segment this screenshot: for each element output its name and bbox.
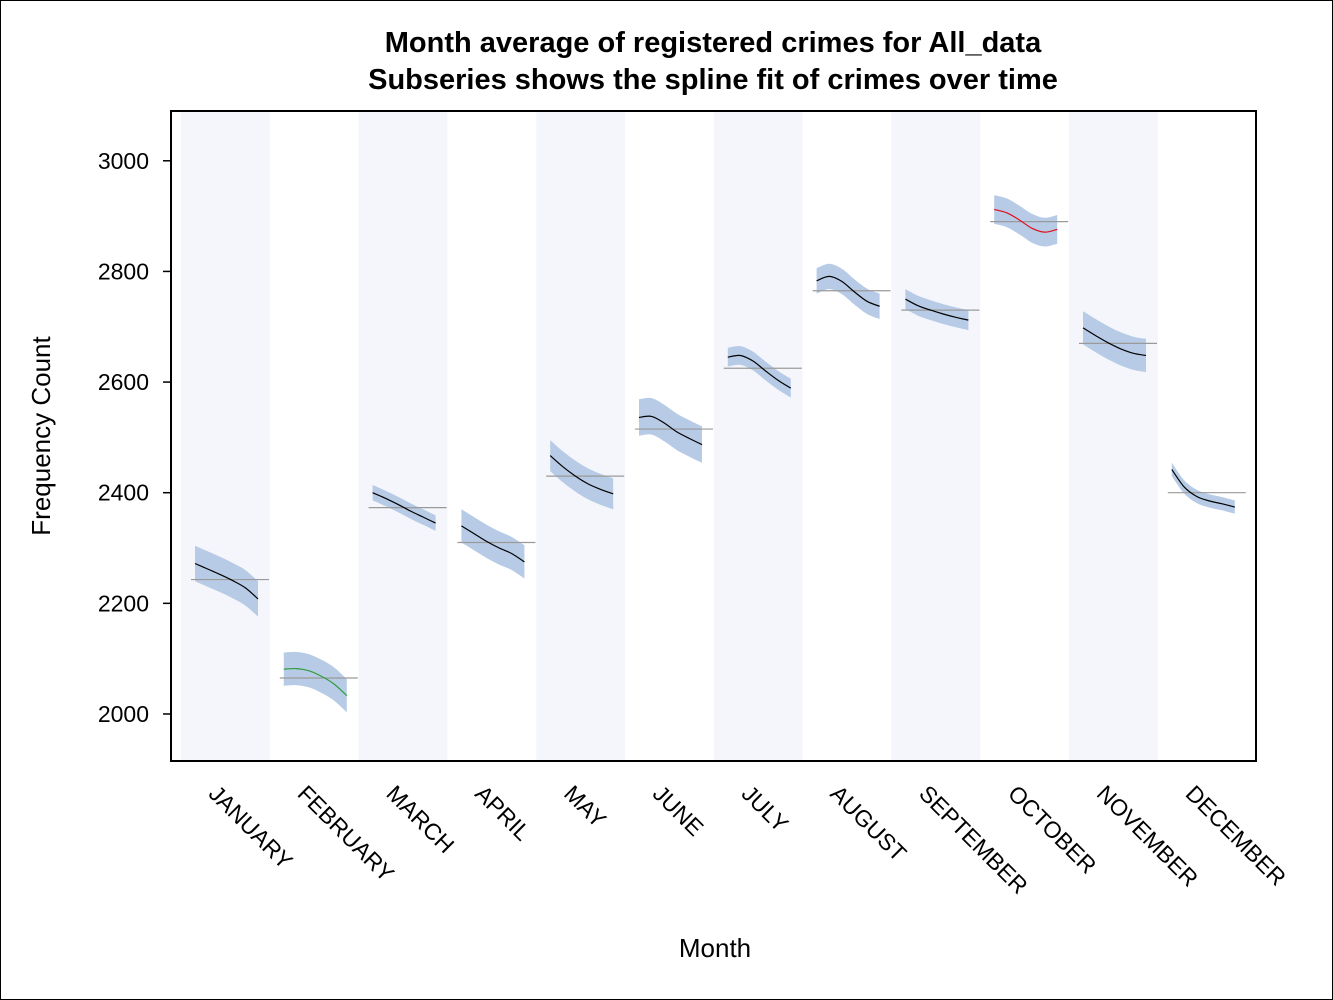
series-november: [1079, 311, 1157, 373]
chart-subtitle: Subseries shows the spline fit of crimes…: [368, 64, 1058, 96]
y-tick-label: 2400: [98, 480, 149, 506]
series-july: [723, 345, 802, 398]
confidence-band: [1171, 462, 1235, 514]
month-band-march: [358, 112, 448, 760]
month-band-january: [181, 112, 270, 760]
spline-fit-line: [1082, 327, 1147, 357]
confidence-band: [195, 545, 258, 617]
plot-area-border: [170, 110, 1257, 762]
month-band-september: [891, 112, 981, 760]
confidence-band: [1083, 311, 1146, 373]
spline-fit-line: [905, 298, 969, 321]
confidence-band: [727, 345, 791, 398]
spline-fit-line: [727, 354, 792, 389]
spline-fit-line: [1171, 469, 1235, 508]
chart-title: Month average of registered crimes for A…: [385, 27, 1042, 59]
confidence-band: [550, 440, 614, 510]
series-august: [812, 263, 891, 319]
y-tick-label: 2600: [98, 369, 149, 395]
x-tick-label: MAY: [559, 780, 611, 832]
y-tick-label: 2000: [98, 701, 149, 727]
y-tick-label: 2800: [98, 258, 149, 284]
spline-fit-line: [816, 275, 880, 307]
y-axis: 2000 2200 2400 2600 2800 3000: [98, 148, 171, 727]
month-band-november: [1069, 112, 1158, 760]
y-tick-label: 2200: [98, 590, 149, 616]
y-tick-label: 3000: [98, 148, 149, 174]
x-tick-label: JUNE: [648, 780, 709, 841]
confidence-band: [283, 651, 347, 713]
spline-fit-line: [994, 208, 1058, 233]
y-axis-label: Frequency Count: [26, 336, 56, 536]
series-june: [635, 397, 713, 463]
spline-fit-line: [549, 455, 614, 495]
series-december: [1167, 462, 1246, 514]
x-tick-label: AUGUST: [825, 780, 911, 866]
series-january: [191, 545, 269, 617]
month-band-may: [536, 112, 625, 760]
spline-fit-line: [194, 562, 259, 600]
month-bands: [181, 112, 1158, 760]
spline-fit-line: [461, 525, 525, 563]
series-april: [457, 509, 536, 579]
x-tick-label: JANUARY: [204, 780, 298, 874]
x-axis-label: Month: [679, 933, 751, 963]
series-september: [901, 289, 980, 331]
spline-fit-line: [283, 667, 348, 697]
series-february: [279, 651, 358, 713]
confidence-band: [639, 397, 702, 463]
confidence-band: [994, 195, 1058, 247]
x-tick-label: JULY: [737, 780, 794, 837]
spline-fit-line: [638, 415, 703, 446]
series-layer: [191, 195, 1246, 713]
series-october: [990, 195, 1069, 247]
month-band-july: [713, 112, 803, 760]
confidence-band: [461, 509, 525, 579]
series-march: [368, 485, 447, 531]
x-tick-label: OCTOBER: [1003, 780, 1102, 879]
x-tick-label: APRIL: [470, 780, 536, 846]
x-tick-label: MARCH: [381, 780, 459, 858]
spline-fit-line: [372, 492, 436, 524]
series-may: [546, 440, 625, 510]
